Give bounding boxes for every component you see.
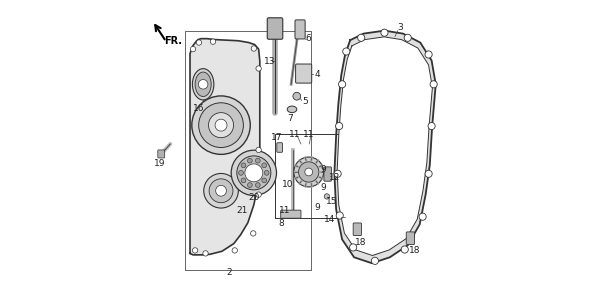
Circle shape bbox=[371, 257, 379, 264]
FancyBboxPatch shape bbox=[407, 232, 415, 244]
Text: 20: 20 bbox=[248, 193, 260, 202]
Circle shape bbox=[238, 170, 244, 175]
Circle shape bbox=[428, 123, 435, 130]
Circle shape bbox=[241, 163, 246, 168]
Circle shape bbox=[425, 170, 432, 177]
Text: 18: 18 bbox=[408, 246, 420, 255]
Circle shape bbox=[210, 39, 216, 44]
Circle shape bbox=[264, 170, 269, 175]
Circle shape bbox=[251, 231, 256, 236]
Circle shape bbox=[305, 168, 313, 176]
Circle shape bbox=[232, 248, 237, 253]
Circle shape bbox=[334, 170, 341, 177]
Circle shape bbox=[425, 51, 432, 58]
Text: 11: 11 bbox=[303, 130, 314, 138]
Circle shape bbox=[191, 46, 196, 52]
Circle shape bbox=[237, 156, 271, 190]
Circle shape bbox=[404, 34, 411, 41]
FancyBboxPatch shape bbox=[353, 223, 362, 235]
Circle shape bbox=[196, 40, 202, 45]
Text: 11: 11 bbox=[280, 206, 291, 215]
Text: 13: 13 bbox=[264, 57, 276, 66]
FancyBboxPatch shape bbox=[324, 167, 332, 181]
Ellipse shape bbox=[287, 106, 297, 113]
Circle shape bbox=[247, 183, 253, 188]
Text: FR.: FR. bbox=[165, 36, 182, 46]
Circle shape bbox=[192, 96, 250, 154]
FancyBboxPatch shape bbox=[296, 64, 312, 83]
Circle shape bbox=[231, 150, 277, 196]
Circle shape bbox=[255, 158, 260, 163]
Circle shape bbox=[199, 103, 244, 147]
Text: 18: 18 bbox=[355, 238, 366, 247]
Circle shape bbox=[339, 81, 346, 88]
Circle shape bbox=[324, 194, 330, 199]
Ellipse shape bbox=[192, 69, 214, 100]
Circle shape bbox=[358, 34, 365, 41]
Circle shape bbox=[216, 185, 227, 196]
FancyBboxPatch shape bbox=[295, 20, 305, 39]
Text: 4: 4 bbox=[314, 70, 320, 79]
Ellipse shape bbox=[195, 72, 211, 97]
Circle shape bbox=[381, 29, 388, 36]
Text: 11: 11 bbox=[289, 130, 301, 138]
Circle shape bbox=[294, 157, 324, 187]
FancyBboxPatch shape bbox=[277, 143, 283, 152]
Text: 21: 21 bbox=[236, 206, 248, 215]
Circle shape bbox=[299, 162, 319, 182]
Text: 9: 9 bbox=[320, 183, 326, 192]
Circle shape bbox=[204, 173, 238, 208]
Circle shape bbox=[430, 81, 437, 88]
Circle shape bbox=[262, 163, 267, 168]
Text: 3: 3 bbox=[397, 23, 403, 32]
Circle shape bbox=[256, 192, 261, 197]
Text: 7: 7 bbox=[288, 114, 293, 123]
Text: 9: 9 bbox=[321, 165, 326, 174]
Text: 9: 9 bbox=[314, 203, 320, 212]
Text: 15: 15 bbox=[326, 197, 337, 206]
Circle shape bbox=[209, 179, 233, 203]
Circle shape bbox=[262, 178, 267, 183]
Text: 2: 2 bbox=[227, 268, 232, 277]
Circle shape bbox=[336, 123, 343, 130]
Circle shape bbox=[245, 164, 263, 182]
Circle shape bbox=[343, 48, 350, 55]
Circle shape bbox=[247, 158, 253, 163]
FancyBboxPatch shape bbox=[267, 18, 283, 39]
Circle shape bbox=[215, 119, 227, 131]
Circle shape bbox=[192, 248, 198, 253]
Text: 14: 14 bbox=[323, 215, 335, 224]
Polygon shape bbox=[335, 31, 436, 263]
Circle shape bbox=[256, 147, 261, 153]
Circle shape bbox=[293, 92, 301, 100]
Circle shape bbox=[255, 183, 260, 188]
Circle shape bbox=[208, 113, 234, 138]
Polygon shape bbox=[337, 37, 432, 256]
Circle shape bbox=[349, 244, 357, 251]
Text: 12: 12 bbox=[329, 173, 340, 182]
Text: 10: 10 bbox=[282, 180, 293, 189]
Text: 5: 5 bbox=[303, 97, 309, 106]
Circle shape bbox=[419, 213, 426, 220]
Circle shape bbox=[251, 46, 257, 51]
Circle shape bbox=[256, 66, 261, 71]
Circle shape bbox=[336, 212, 343, 219]
Polygon shape bbox=[190, 39, 260, 255]
Text: 19: 19 bbox=[153, 160, 165, 169]
Circle shape bbox=[203, 251, 208, 256]
Text: 16: 16 bbox=[193, 104, 205, 113]
Text: 17: 17 bbox=[271, 132, 283, 141]
Circle shape bbox=[241, 178, 246, 183]
FancyBboxPatch shape bbox=[281, 210, 301, 218]
Circle shape bbox=[198, 79, 208, 89]
Circle shape bbox=[401, 246, 408, 253]
Text: 6: 6 bbox=[306, 34, 312, 43]
FancyBboxPatch shape bbox=[158, 150, 165, 158]
Text: 8: 8 bbox=[278, 219, 284, 228]
